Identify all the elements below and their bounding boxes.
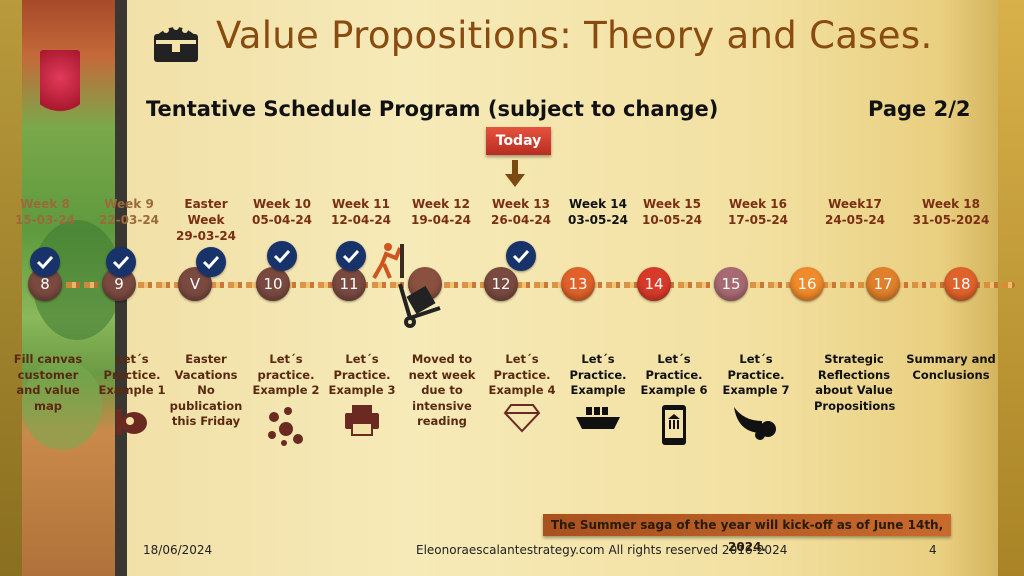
schedule-subtitle: Tentative Schedule Program (subject to c… xyxy=(146,97,719,121)
check-icon xyxy=(106,247,136,277)
week-header-15: Week 15 10-05-24 xyxy=(641,197,703,227)
week-header-easter: Easter Week 29-03-24 xyxy=(175,197,237,243)
printer-icon xyxy=(345,404,379,436)
ship-icon xyxy=(576,406,620,429)
week-header-12: Week 12 19-04-24 xyxy=(410,197,472,227)
footer-copyright: Eleonoraescalantestrategy.com All rights… xyxy=(416,543,788,557)
week-header-13: Week 13 26-04-24 xyxy=(490,197,552,227)
footer-date: 18/06/2024 xyxy=(143,543,213,557)
right-gold-strip xyxy=(998,0,1024,576)
week-header-9: Week 9 22-03-24 xyxy=(98,197,160,227)
treasure-chest-icon xyxy=(154,24,198,62)
desc-week-17: Strategic Reflections about Value Propos… xyxy=(814,352,896,413)
desc-week-18: Summary and Conclusions xyxy=(906,352,996,382)
desc-week-9: Let´s Practice. Example 1 xyxy=(92,352,172,437)
desc-week-13: Let´s Practice. Example 4 xyxy=(482,352,562,433)
week-header-11: Week 11 12-04-24 xyxy=(330,197,392,227)
desc-week-16: Let´s Practice. Example 7 xyxy=(716,352,796,443)
timeline-node-13: 13 xyxy=(561,267,595,301)
timeline-node-17: 17 xyxy=(866,267,900,301)
timeline-node-12: 12 xyxy=(484,267,518,301)
week-header-17: Week17 24-05-24 xyxy=(824,197,886,227)
timeline-track xyxy=(30,282,1015,288)
check-icon xyxy=(506,241,536,271)
page-indicator: Page 2/2 xyxy=(868,97,971,121)
week-header-8: Week 8 15-03-24 xyxy=(14,197,76,227)
bubbles-icon xyxy=(268,406,303,446)
desc-week-8: Fill canvas customer and value map xyxy=(13,352,83,413)
desc-week-12: Moved to next week due to intensive read… xyxy=(408,352,476,428)
botanical-side-panel xyxy=(22,0,122,576)
today-badge: Today xyxy=(486,127,551,155)
check-icon xyxy=(30,247,60,277)
timeline-node-16: 16 xyxy=(790,267,824,301)
worker-pushing-icon xyxy=(372,243,404,279)
mobile-bank-icon xyxy=(662,404,686,445)
slide-number: 4 xyxy=(929,543,937,557)
week-header-14: Week 14 03-05-24 xyxy=(567,197,629,227)
timeline-node-10: 10 xyxy=(256,267,290,301)
week-header-18: Week 18 31-05-2024 xyxy=(912,197,990,227)
check-icon xyxy=(267,241,297,271)
week-header-16: Week 16 17-05-24 xyxy=(727,197,789,227)
diamond-icon xyxy=(503,403,541,432)
hand-truck-icon xyxy=(398,283,441,328)
down-arrow-icon xyxy=(505,160,525,187)
timeline-node-15: 15 xyxy=(714,267,748,301)
desc-week-11: Let´s Practice. Example 3 xyxy=(322,352,402,437)
check-icon xyxy=(196,247,226,277)
week-header-10: Week 10 05-04-24 xyxy=(251,197,313,227)
piggy-bank-icon xyxy=(116,408,147,435)
desc-week-10: Let´s practice. Example 2 xyxy=(246,352,326,449)
summer-saga-banner: The Summer saga of the year will kick-of… xyxy=(543,514,951,554)
desc-week-15: Let´s Practice. Example 6 xyxy=(634,352,714,447)
cornucopia-icon xyxy=(734,406,776,440)
timeline-node-11: 11 xyxy=(332,267,366,301)
left-gold-strip xyxy=(0,0,22,576)
timeline-node-18: 18 xyxy=(944,267,978,301)
page-title: Value Propositions: Theory and Cases. xyxy=(216,14,933,57)
check-icon xyxy=(336,241,366,271)
desc-week-14: Let´s Practice. Example xyxy=(558,352,638,433)
desc-easter: Easter Vacations No publication this Fri… xyxy=(169,352,243,428)
timeline-node-14: 14 xyxy=(637,267,671,301)
timeline-node-vacation: V xyxy=(178,267,212,301)
